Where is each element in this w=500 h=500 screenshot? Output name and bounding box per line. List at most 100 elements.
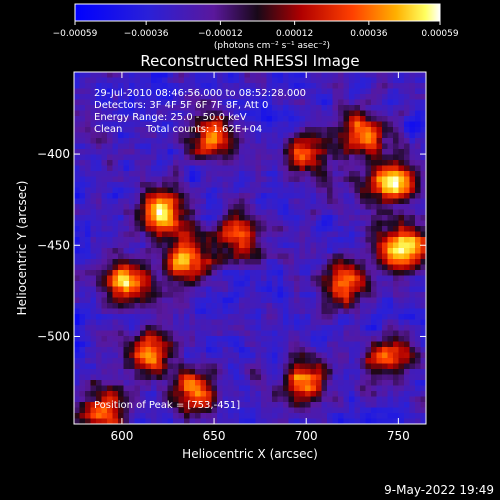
heatmap-cell [316, 325, 322, 331]
heatmap-cell [167, 253, 174, 260]
heatmap-cell [266, 352, 273, 359]
heatmap-cell [90, 231, 97, 238]
heatmap-cell [217, 143, 223, 150]
heatmap-cell [101, 138, 108, 144]
heatmap-cell [233, 231, 240, 238]
heatmap-cell [310, 264, 317, 271]
heatmap-cell [200, 226, 207, 232]
heatmap-cell [415, 308, 421, 315]
heatmap-cell [250, 204, 256, 210]
heatmap-cell [255, 264, 262, 271]
heatmap-cell [134, 138, 141, 144]
heatmap-cell [409, 209, 416, 216]
heatmap-cell [409, 314, 416, 320]
heatmap-cell [266, 253, 273, 260]
heatmap-cell [365, 391, 372, 397]
heatmap-cell [173, 358, 179, 364]
heatmap-cell [376, 171, 383, 177]
heatmap-cell [90, 319, 97, 326]
heatmap-cell [211, 292, 218, 298]
heatmap-cell [376, 391, 383, 397]
heatmap-cell [266, 171, 273, 177]
heatmap-cell [371, 363, 377, 370]
heatmap-cell [145, 352, 152, 359]
heatmap-cell [189, 385, 196, 392]
heatmap-cell [250, 385, 256, 392]
heatmap-cell [145, 83, 152, 89]
heatmap-cell [140, 396, 146, 403]
heatmap-cell [294, 165, 300, 172]
heatmap-cell [211, 116, 218, 122]
heatmap-cell [338, 374, 344, 381]
heatmap-cell [250, 193, 256, 199]
heatmap-cell [156, 160, 163, 166]
heatmap-cell [382, 209, 388, 216]
heatmap-cell [283, 314, 289, 320]
heatmap-cell [420, 270, 426, 276]
heatmap-cell [277, 330, 284, 337]
heatmap-cell [250, 226, 256, 232]
heatmap-cell [415, 248, 421, 254]
heatmap-cell [118, 325, 124, 331]
heatmap-cell [123, 88, 130, 95]
heatmap-cell [200, 385, 207, 392]
heatmap-cell [316, 248, 322, 254]
heatmap-cell [409, 413, 416, 419]
heatmap-cell [349, 418, 355, 424]
heatmap-cell [239, 105, 245, 111]
heatmap-cell [178, 154, 185, 161]
heatmap-cell [332, 187, 339, 194]
heatmap-cell [85, 325, 91, 331]
heatmap-cell [266, 330, 273, 337]
heatmap-cell [206, 77, 212, 84]
heatmap-cell [255, 286, 262, 293]
heatmap-cell [123, 396, 130, 403]
heatmap-cell [393, 154, 399, 161]
heatmap-cell [222, 396, 229, 403]
heatmap-cell [112, 259, 119, 265]
heatmap-cell [349, 248, 355, 254]
heatmap-cell [233, 94, 240, 100]
heatmap-cell [129, 99, 135, 106]
heatmap-cell [90, 83, 97, 89]
heatmap-cell [244, 99, 251, 106]
heatmap-cell [354, 319, 361, 326]
heatmap-cell [250, 407, 256, 414]
heatmap-cell [288, 325, 295, 331]
heatmap-cell [178, 385, 185, 392]
heatmap-cell [184, 358, 190, 364]
heatmap-cell [404, 138, 410, 144]
heatmap-cell [404, 325, 410, 331]
heatmap-cell [332, 374, 339, 381]
heatmap-cell [272, 110, 278, 117]
heatmap-cell [338, 418, 344, 424]
heatmap-cell [85, 374, 91, 381]
heatmap-cell [266, 358, 273, 364]
heatmap-cell [107, 176, 113, 183]
heatmap-cell [277, 319, 284, 326]
heatmap-cell [167, 176, 174, 183]
heatmap-cell [129, 204, 135, 210]
heatmap-cell [294, 292, 300, 298]
heatmap-cell [206, 303, 212, 309]
heatmap-cell [360, 413, 366, 419]
heatmap-cell [123, 160, 130, 166]
heatmap-cell [272, 330, 278, 337]
heatmap-cell [349, 149, 355, 155]
heatmap-cell [74, 336, 80, 342]
heatmap-cell [145, 198, 152, 205]
heatmap-cell [250, 297, 256, 304]
heatmap-cell [85, 77, 91, 84]
heatmap-cell [365, 275, 372, 282]
heatmap-cell [371, 352, 377, 359]
heatmap-cell [217, 303, 223, 309]
heatmap-cell [162, 253, 168, 260]
heatmap-cell [96, 292, 102, 298]
heatmap-cell [371, 165, 377, 172]
heatmap-cell [365, 165, 372, 172]
heatmap-cell [184, 99, 190, 106]
heatmap-cell [162, 182, 168, 188]
heatmap-cell [415, 215, 421, 221]
heatmap-cell [382, 127, 388, 133]
heatmap-cell [250, 391, 256, 397]
